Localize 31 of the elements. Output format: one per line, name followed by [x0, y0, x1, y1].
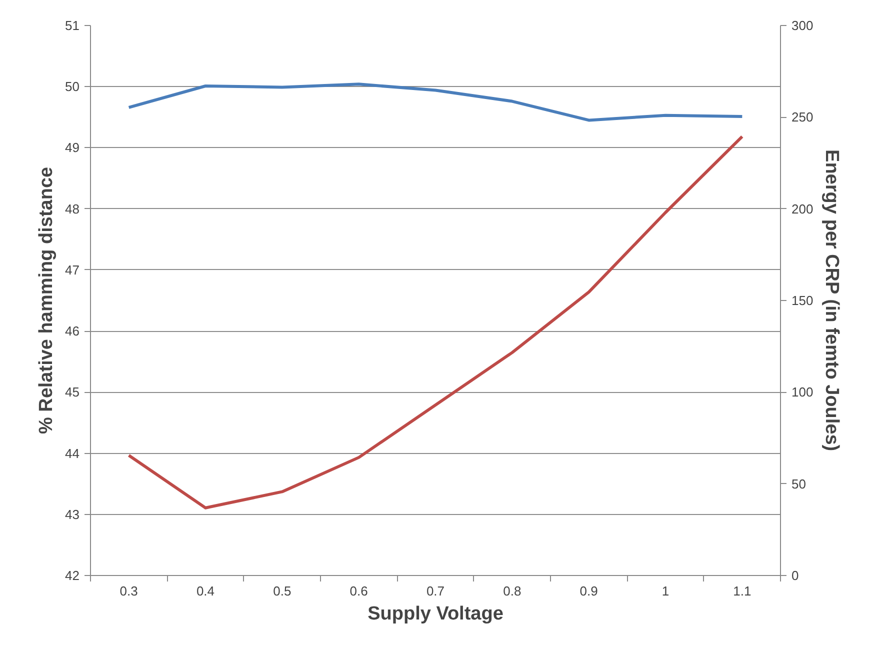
y-tick-label: 51: [65, 18, 80, 33]
x-tick-label: 1: [662, 584, 670, 598]
y-tick-label: 47: [65, 262, 80, 278]
line-series: [127, 135, 744, 510]
y-tick-label: 46: [65, 324, 80, 339]
y2-tick-label: 50: [792, 476, 806, 492]
y-tick-label: 44: [65, 446, 80, 461]
y2-tick-label: 300: [792, 18, 814, 33]
x-tick-label: 0.3: [120, 584, 138, 598]
x-tick-label: 0.9: [580, 584, 598, 598]
x-axis-title: Supply Voltage: [368, 604, 504, 624]
x-tick-label: 0.8: [503, 584, 522, 598]
y2-tick-label: 200: [792, 201, 814, 216]
y-tick-label: 42: [65, 568, 80, 583]
y2-tick-label: 150: [792, 293, 814, 308]
x-tick-label: 0.4: [196, 584, 215, 598]
line-series: [127, 82, 744, 122]
y2-tick-label: 0: [792, 568, 799, 583]
x-tick-label: 1.1: [733, 584, 752, 598]
x-tick-label: 0.7: [426, 584, 445, 598]
y-axis-title: % Relative hamming distance: [36, 166, 58, 434]
y-tick-label: 49: [65, 140, 80, 156]
y-tick-label: 43: [65, 506, 80, 522]
x-tick-label: 0.6: [350, 584, 368, 598]
y2-axis-title: Energy per CRP (in femto Joules): [821, 150, 842, 452]
y-tick-label: 45: [65, 384, 80, 400]
y-tick-label: 48: [65, 201, 80, 216]
x-tick-label: 0.5: [273, 584, 292, 598]
y2-tick-label: 250: [792, 110, 814, 125]
y2-tick-label: 100: [792, 384, 814, 400]
y-tick-label: 50: [65, 79, 80, 94]
